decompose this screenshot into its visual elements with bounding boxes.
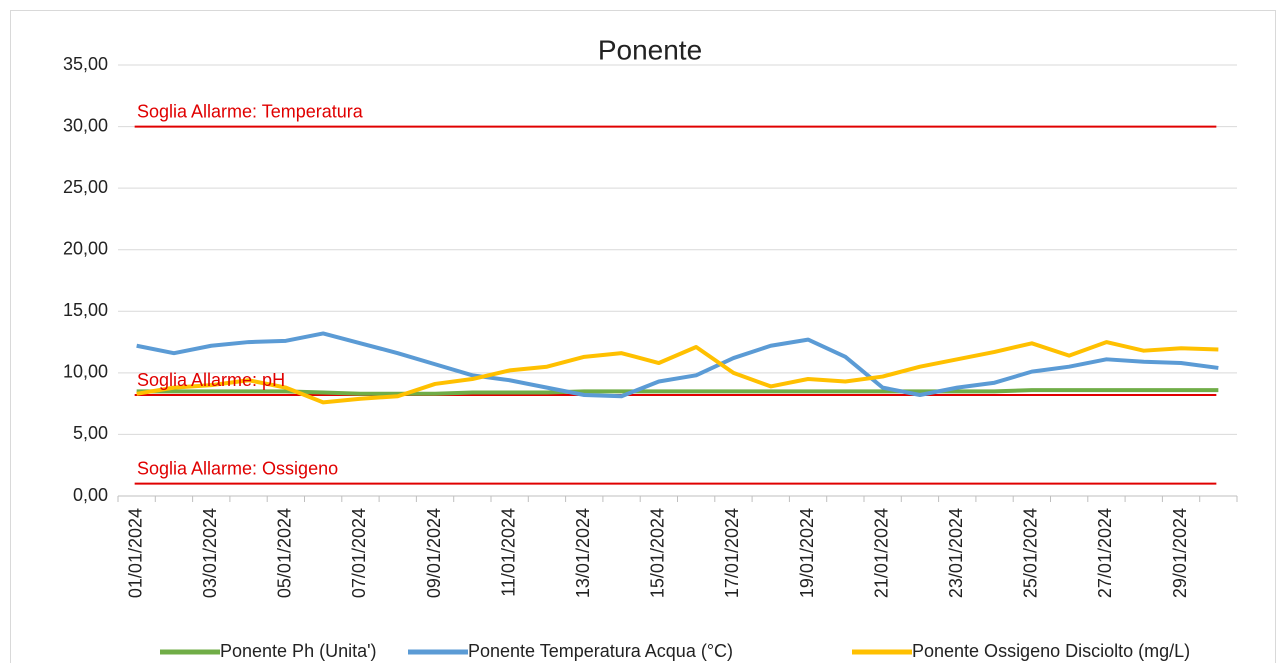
x-tick-label: 21/01/2024 [871,508,891,598]
series-line [136,388,1219,396]
legend-label: Ponente Ph (Unita') [220,641,377,661]
x-tick-label: 09/01/2024 [424,508,444,598]
x-tick-label: 15/01/2024 [648,508,668,598]
series-line [136,331,1219,399]
y-tick-label: 10,00 [63,362,108,382]
threshold-label: Soglia Allarme: Ossigeno [137,458,338,478]
x-tick-label: 03/01/2024 [200,508,220,598]
x-tick-label: 07/01/2024 [349,508,369,598]
x-tick-label: 29/01/2024 [1170,508,1190,598]
x-tick-label: 01/01/2024 [125,508,145,598]
series-line [136,340,1219,405]
threshold-label: Soglia Allarme: pH [137,370,285,390]
y-tick-label: 20,00 [63,238,108,258]
y-tick-label: 35,00 [63,54,108,74]
x-tick-label: 05/01/2024 [275,508,295,598]
x-tick-label: 27/01/2024 [1095,508,1115,598]
y-tick-label: 0,00 [73,485,108,505]
y-tick-label: 30,00 [63,115,108,135]
y-tick-label: 5,00 [73,423,108,443]
legend-label: Ponente Ossigeno Disciolto (mg/L) [912,641,1190,661]
legend-label: Ponente Temperatura Acqua (°C) [468,641,733,661]
y-tick-label: 25,00 [63,177,108,197]
chart-border [10,10,1276,663]
chart-title: Ponente [598,34,702,65]
x-tick-label: 23/01/2024 [946,508,966,598]
threshold-label: Soglia Allarme: Temperatura [137,101,364,121]
x-tick-label: 17/01/2024 [722,508,742,598]
x-tick-label: 11/01/2024 [498,508,518,597]
y-tick-label: 15,00 [63,300,108,320]
x-tick-label: 19/01/2024 [797,508,817,598]
x-tick-label: 13/01/2024 [573,508,593,598]
x-tick-label: 25/01/2024 [1021,508,1041,598]
